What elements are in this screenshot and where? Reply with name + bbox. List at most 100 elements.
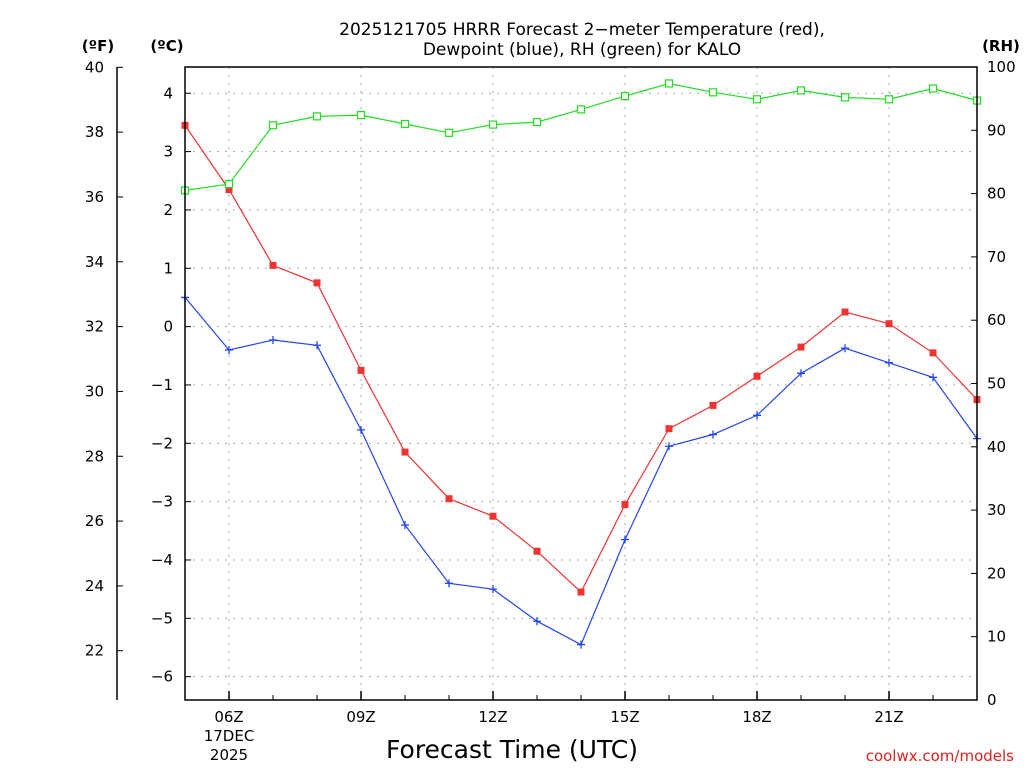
dewpoint-point: [577, 640, 585, 649]
rh-point: [840, 93, 850, 102]
rh-tick-label: 100: [987, 58, 1016, 76]
dewpoint-point: [841, 344, 849, 353]
celsius-tick-label: 0: [163, 318, 173, 336]
dewpoint-point: [313, 341, 321, 350]
grid: [185, 67, 977, 700]
celsius-tick-label: 4: [163, 84, 173, 102]
rh-point: [796, 86, 806, 95]
temperature-series: [181, 121, 981, 596]
rh-point: [224, 180, 234, 189]
dewpoint-point: [709, 430, 717, 439]
plot-frame: [184, 66, 978, 701]
temperature-point: [797, 343, 805, 351]
x-tick-date-label: 17DEC: [204, 727, 255, 745]
temperature-point: [577, 588, 585, 596]
temperature-line: [184, 124, 978, 594]
temperature-point: [533, 547, 541, 555]
x-tick-label: 21Z: [874, 708, 903, 726]
fahrenheit-tick-label: 36: [85, 188, 104, 206]
dewpoint-point: [269, 336, 277, 345]
rh-tick-label: 90: [987, 121, 1006, 139]
temperature-point: [401, 448, 409, 456]
temperature-point: [445, 495, 453, 503]
dewpoint-point: [445, 579, 453, 588]
rh-point: [312, 112, 322, 121]
rh-point: [400, 119, 410, 129]
dewpoint-point: [225, 345, 233, 354]
chart-title-line2: Dewpoint (blue), RH (green) for KALO: [423, 40, 741, 60]
dewpoint-point: [401, 520, 409, 529]
rh-tick-label: 20: [987, 564, 1006, 582]
dewpoint-point: [533, 617, 541, 626]
dewpoint-point: [665, 442, 673, 451]
rh-point: [664, 79, 674, 88]
rh-point: [532, 117, 542, 127]
rh-point: [752, 95, 762, 104]
rh-point: [576, 105, 586, 114]
dewpoint-point: [797, 369, 805, 378]
fahrenheit-tick-label: 30: [85, 382, 104, 400]
dewpoint-series: [181, 293, 981, 649]
temperature-point: [621, 501, 629, 509]
celsius-tick-label: −2: [151, 434, 173, 452]
x-tick-label: 15Z: [610, 708, 639, 726]
axes: 4038363432302826242243210−1−2−3−4−5−6100…: [85, 58, 1016, 764]
celsius-tick-label: −4: [151, 551, 173, 569]
celsius-tick-label: 2: [163, 201, 173, 219]
fahrenheit-tick-label: 28: [85, 447, 104, 465]
temperature-point: [885, 320, 893, 328]
celsius-tick-label: −6: [151, 668, 173, 686]
rh-point: [620, 92, 630, 101]
rh-tick-label: 80: [987, 185, 1006, 203]
rh-tick-label: 70: [987, 248, 1006, 266]
temperature-point: [357, 366, 365, 374]
fahrenheit-tick-label: 38: [85, 123, 104, 141]
chart-title-line1: 2025121705 HRRR Forecast 2−meter Tempera…: [339, 20, 825, 40]
rh-point: [268, 121, 278, 130]
temperature-point: [225, 186, 233, 194]
fahrenheit-tick-label: 24: [85, 577, 104, 595]
rh-point: [708, 88, 718, 97]
rh-point: [884, 95, 894, 104]
fahrenheit-tick-label: 32: [85, 318, 104, 336]
celsius-unit-label: (ºC): [150, 37, 183, 55]
series-layer: [180, 79, 982, 649]
fahrenheit-tick-label: 34: [85, 253, 104, 271]
celsius-tick-label: −1: [151, 376, 173, 394]
celsius-tick-label: 1: [163, 259, 173, 277]
rh-point: [928, 84, 938, 93]
dewpoint-point: [621, 535, 629, 544]
dewpoint-point: [929, 373, 937, 382]
rh-line: [184, 82, 978, 191]
celsius-tick-label: 3: [163, 143, 173, 161]
rh-tick-label: 0: [987, 691, 997, 709]
fahrenheit-tick-label: 26: [85, 512, 104, 530]
temperature-point: [753, 372, 761, 380]
temperature-point: [489, 512, 497, 520]
x-tick-label: 09Z: [346, 708, 375, 726]
temperature-point: [665, 425, 673, 433]
x-tick-label: 12Z: [478, 708, 507, 726]
temperature-point: [929, 349, 937, 357]
rh-point: [444, 128, 454, 137]
fahrenheit-tick-label: 22: [85, 642, 104, 660]
fahrenheit-unit-label: (ºF): [82, 37, 114, 55]
rh-tick-label: 30: [987, 501, 1006, 519]
x-tick-label: 06Z: [214, 708, 243, 726]
credit-label: coolwx.com/models: [866, 747, 1014, 765]
rh-point: [356, 111, 366, 120]
temperature-point: [269, 261, 277, 269]
x-tick-label: 18Z: [742, 708, 771, 726]
temperature-point: [709, 401, 717, 409]
x-axis-title: Forecast Time (UTC): [386, 735, 638, 764]
fahrenheit-tick-label: 40: [85, 58, 104, 76]
dewpoint-point: [357, 425, 365, 434]
temperature-point: [313, 279, 321, 287]
temperature-point: [841, 308, 849, 316]
dewpoint-point: [885, 358, 893, 367]
rh-tick-label: 50: [987, 375, 1006, 393]
rh-tick-label: 60: [987, 311, 1006, 329]
dewpoint-point: [753, 411, 761, 420]
rh-tick-label: 40: [987, 438, 1006, 456]
